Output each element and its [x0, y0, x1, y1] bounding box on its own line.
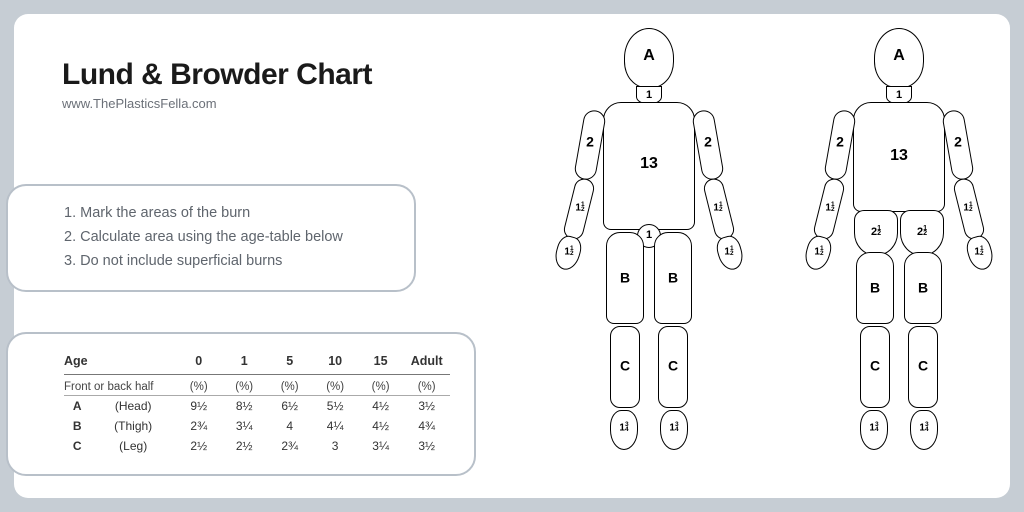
lbl-back-hand-l: 112 — [814, 247, 823, 257]
lbl-front-farm-l: 112 — [575, 203, 584, 213]
lbl-front-thigh-r: B — [668, 272, 678, 285]
lbl-back-thigh-l: B — [870, 282, 880, 295]
lbl-back-head: A — [893, 49, 905, 63]
age-label: Age — [64, 354, 176, 375]
lbl-front-torso: 13 — [640, 157, 658, 171]
lbl-front-neck: 1 — [646, 91, 652, 101]
chart-title: Lund & Browder Chart — [62, 58, 372, 92]
subhead-label: Front or back half — [64, 375, 176, 396]
col-adult: Adult — [403, 354, 450, 375]
lbl-front-shin-r: C — [668, 360, 678, 373]
row-b: B (Thigh) 2¾ 3¼ 4 4¼ 4½ 4¾ — [64, 416, 450, 436]
lbl-front-foot-l: 134 — [619, 423, 628, 433]
instruction-2: 2. Calculate area using the age-table be… — [64, 226, 392, 250]
col-1: 1 — [221, 354, 266, 375]
instruction-1: 1. Mark the areas of the burn — [64, 202, 392, 226]
lbl-back-farm-r: 112 — [963, 203, 972, 213]
col-15: 15 — [358, 354, 403, 375]
lbl-back-uarm-l: 2 — [836, 136, 844, 149]
lbl-front-head: A — [643, 49, 655, 63]
lbl-back-shin-r: C — [918, 360, 928, 373]
chart-card: Lund & Browder Chart www.ThePlasticsFell… — [14, 14, 1010, 498]
lbl-back-butt-r: 212 — [917, 226, 927, 238]
lbl-front-shin-l: C — [620, 360, 630, 373]
instruction-3: 3. Do not include superficial burns — [64, 250, 392, 274]
lbl-back-hand-r: 112 — [974, 247, 983, 257]
col-10: 10 — [312, 354, 357, 375]
lbl-front-uarm-l: 2 — [586, 136, 594, 149]
lbl-back-foot-l: 134 — [869, 423, 878, 433]
chart-subtitle: www.ThePlasticsFella.com — [62, 96, 372, 111]
lbl-back-farm-l: 112 — [825, 203, 834, 213]
col-5: 5 — [267, 354, 312, 375]
col-0: 0 — [176, 354, 221, 375]
lbl-back-neck: 1 — [896, 91, 902, 101]
lbl-front-uarm-r: 2 — [704, 136, 712, 149]
row-c: C (Leg) 2½ 2½ 2¾ 3 3¼ 3½ — [64, 436, 450, 456]
lbl-front-farm-r: 112 — [713, 203, 722, 213]
title-block: Lund & Browder Chart www.ThePlasticsFell… — [62, 58, 372, 111]
lbl-front-hand-l: 112 — [564, 247, 573, 257]
instructions-panel: 1. Mark the areas of the burn 2. Calcula… — [6, 184, 416, 292]
body-back: A 1 13 2 2 112 112 112 112 212 212 B B C… — [794, 24, 1004, 494]
lbl-front-hand-r: 112 — [724, 247, 733, 257]
lbl-back-thigh-r: B — [918, 282, 928, 295]
pct-row: Front or back half (%) (%) (%) (%) (%) (… — [64, 375, 450, 396]
lbl-back-butt-l: 212 — [871, 226, 881, 238]
lbl-back-torso: 13 — [890, 149, 908, 163]
lbl-front-thigh-l: B — [620, 272, 630, 285]
lbl-front-groin: 1 — [646, 231, 652, 241]
age-table-panel: Age 0 1 5 10 15 Adult Front or back half… — [6, 332, 476, 476]
lbl-back-shin-l: C — [870, 360, 880, 373]
lbl-back-foot-r: 134 — [919, 423, 928, 433]
age-table-header: Age 0 1 5 10 15 Adult — [64, 354, 450, 375]
lbl-front-foot-r: 134 — [669, 423, 678, 433]
row-a: A (Head) 9½ 8½ 6½ 5½ 4½ 3½ — [64, 396, 450, 417]
body-figures: A 1 13 2 2 112 112 112 112 1 B B C C 134… — [544, 24, 1004, 494]
age-table: Age 0 1 5 10 15 Adult Front or back half… — [64, 354, 450, 456]
body-front: A 1 13 2 2 112 112 112 112 1 B B C C 134… — [544, 24, 754, 494]
lbl-back-uarm-r: 2 — [954, 136, 962, 149]
